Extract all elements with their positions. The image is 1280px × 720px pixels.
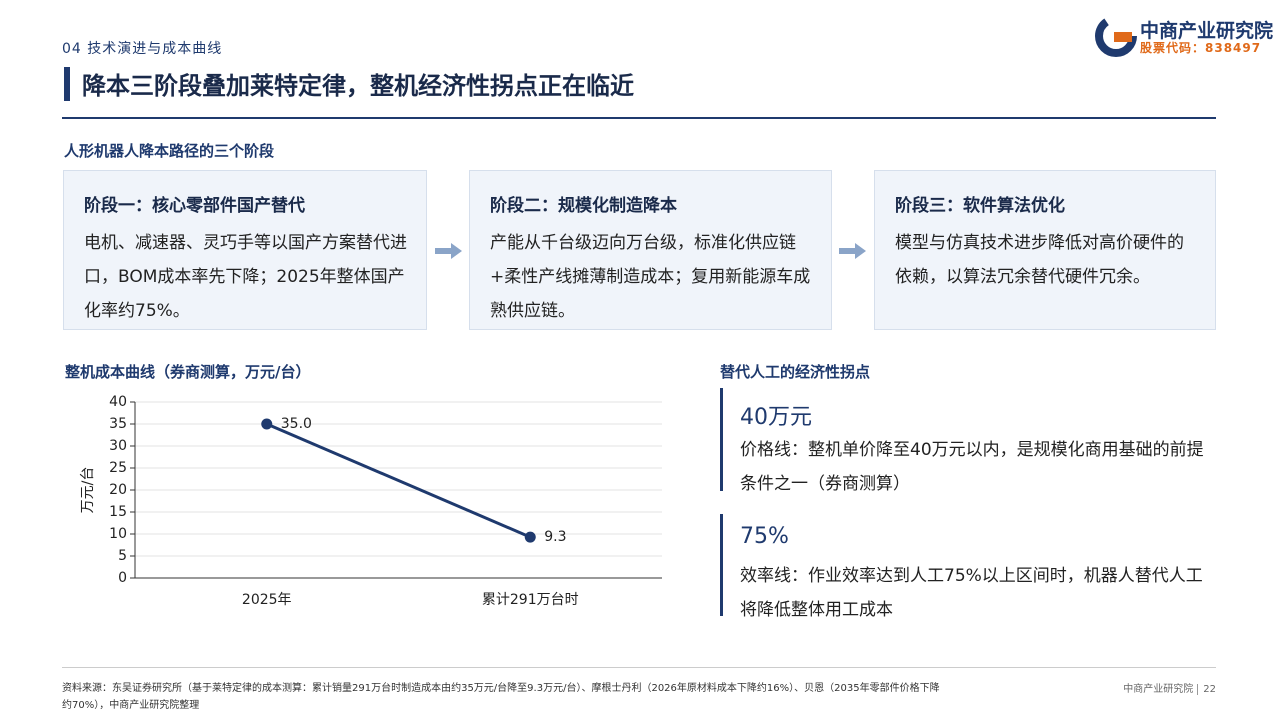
footer-org: 中商产业研究院	[1123, 684, 1194, 695]
stage-text: 模型与仿真技术进步降低对高价硬件的依赖，以算法冗余替代硬件冗余。	[895, 233, 1184, 287]
chart-title: 整机成本曲线（券商测算，万元/台）	[65, 363, 311, 381]
stage-title: 阶段三：软件算法优化	[895, 196, 1065, 216]
stage-card: 阶段三：软件算法优化 模型与仿真技术进步降低对高价硬件的依赖，以算法冗余替代硬件…	[874, 170, 1216, 330]
stage-text: 产能从千台级迈向万台级，标准化供应链+柔性产线摊薄制造成本；复用新能源车成熟供应…	[490, 233, 811, 321]
y-tick-label: 25	[109, 460, 127, 476]
stage-text: 电机、减速器、灵巧手等以国产方案替代进口，BOM成本率先下降；2025年整体国产…	[84, 233, 407, 321]
inflection-value: 40万元	[740, 405, 812, 430]
value-label: 35.0	[281, 416, 312, 432]
x-tick-label: 累计291万台时	[482, 592, 579, 608]
stage-title: 阶段一：核心零部件国产替代	[84, 196, 305, 216]
arrow	[435, 243, 462, 259]
chart: 0 5 10 15 20 25 30 35 40 万元/台 2025年 累计291万台时 35.0 9.3	[80, 394, 662, 608]
x-tick-label: 2025年	[242, 592, 292, 608]
logo-icon	[1095, 15, 1137, 57]
y-tick-label: 0	[118, 570, 127, 586]
logo-name: 中商产业研究院	[1140, 20, 1274, 42]
section-label: 04 技术演进与成本曲线	[62, 41, 223, 57]
arrow	[839, 243, 866, 259]
y-tick-label: 20	[109, 482, 127, 498]
stage-card: 阶段一：核心零部件国产替代 电机、减速器、灵巧手等以国产方案替代进口，BOM成本…	[63, 170, 427, 330]
y-tick-label: 35	[109, 416, 127, 432]
source-note: 资料来源：东吴证券研究所（基于莱特定律的成本测算：累计销量291万台时制造成本由…	[62, 683, 940, 711]
y-tick-label: 5	[118, 548, 127, 564]
title-bar	[64, 67, 70, 101]
divider	[62, 117, 1216, 119]
inflection-text: 价格线：整机单价降至40万元以内，是规模化商用基础的前提条件之一（券商测算）	[740, 440, 1204, 494]
y-tick-label: 15	[109, 504, 127, 520]
accent-bar	[720, 514, 723, 616]
footer-right: 中商产业研究院 22	[1123, 680, 1216, 695]
inflection-value: 75%	[740, 524, 789, 549]
value-label: 9.3	[544, 529, 566, 545]
stage-card: 阶段二：规模化制造降本 产能从千台级迈向万台级，标准化供应链+柔性产线摊薄制造成…	[469, 170, 832, 330]
y-tick-label: 10	[109, 526, 127, 542]
logo-stock: 股票代码：838497	[1140, 41, 1262, 55]
slide-title: 降本三阶段叠加莱特定律，整机经济性拐点正在临近	[82, 72, 634, 100]
point	[524, 531, 536, 543]
y-tick-label: 30	[109, 438, 127, 454]
point	[261, 418, 273, 430]
stage-title: 阶段二：规模化制造降本	[490, 196, 677, 216]
line	[266, 422, 531, 539]
page-number: 22	[1197, 684, 1216, 695]
accent-bar	[720, 388, 723, 491]
y-tick-label: 40	[109, 394, 127, 410]
inflection-text: 效率线：作业效率达到人工75%以上区间时，机器人替代人工将降低整体用工成本	[740, 566, 1203, 620]
inflection-heading: 替代人工的经济性拐点	[720, 363, 871, 381]
footer-rule	[62, 667, 1216, 668]
y-axis-label: 万元/台	[80, 467, 96, 514]
stages-heading: 人形机器人降本路径的三个阶段	[64, 142, 275, 160]
